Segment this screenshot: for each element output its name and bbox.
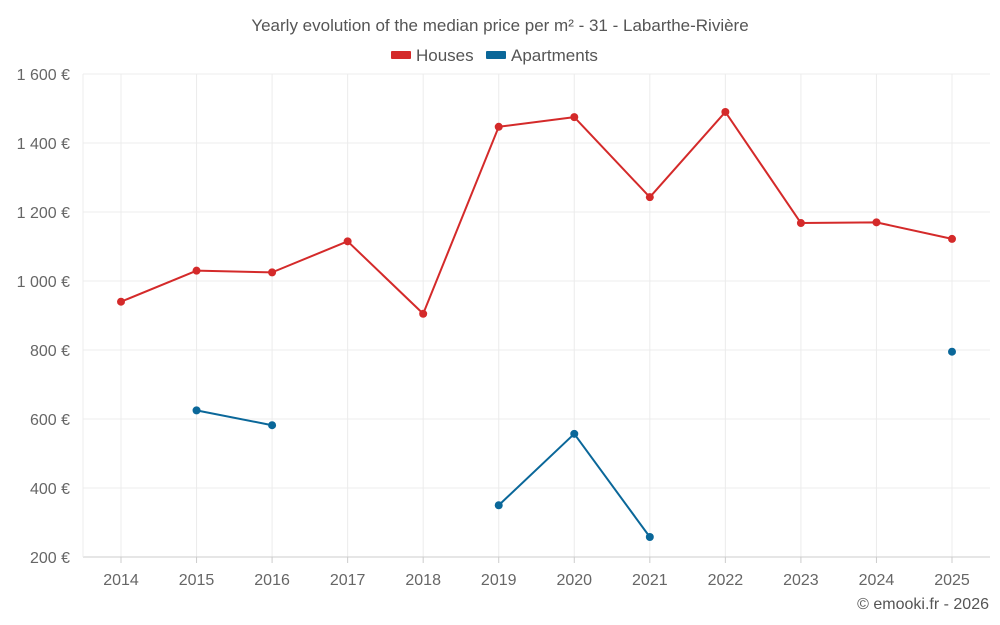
series-line-houses bbox=[120, 110, 953, 315]
data-point-houses[interactable] bbox=[268, 268, 277, 277]
legend-label-apartments: Apartments bbox=[511, 46, 598, 65]
y-tick-label: 200 € bbox=[30, 550, 70, 567]
x-tick-label: 2022 bbox=[708, 572, 744, 589]
x-tick-label: 2019 bbox=[481, 572, 517, 589]
series-houses bbox=[117, 107, 956, 318]
data-point-apartments[interactable] bbox=[494, 501, 503, 510]
x-tick-label: 2018 bbox=[405, 572, 441, 589]
axes: 200 € 400 € 600 € 800 € 1 000 € 1 200 € 1 400 … bbox=[17, 67, 990, 589]
data-point-houses[interactable] bbox=[721, 107, 730, 116]
x-tick-label: 2017 bbox=[330, 572, 366, 589]
legend: Houses Apartments bbox=[391, 46, 598, 65]
data-point-houses[interactable] bbox=[948, 234, 956, 243]
chart-title: Yearly evolution of the median price per… bbox=[251, 16, 748, 35]
data-point-houses[interactable] bbox=[192, 266, 201, 275]
series-apartments bbox=[192, 347, 956, 541]
data-point-apartments[interactable] bbox=[192, 406, 201, 415]
x-tick-label: 2016 bbox=[254, 572, 290, 589]
data-point-apartments[interactable] bbox=[948, 347, 956, 356]
data-point-apartments[interactable] bbox=[645, 532, 654, 541]
x-tick-label: 2023 bbox=[783, 572, 819, 589]
legend-item-apartments[interactable]: Apartments bbox=[486, 46, 598, 65]
y-tick-label: 800 € bbox=[30, 343, 70, 360]
series bbox=[117, 107, 956, 541]
y-tick-label: 1 200 € bbox=[17, 205, 70, 222]
grid bbox=[83, 73, 990, 557]
data-point-apartments[interactable] bbox=[268, 421, 277, 430]
legend-label-houses: Houses bbox=[416, 46, 474, 65]
data-point-houses[interactable] bbox=[570, 113, 579, 122]
data-point-apartments[interactable] bbox=[570, 429, 579, 438]
copyright-text: © emooki.fr - 2026 bbox=[857, 596, 989, 613]
y-tick-label: 600 € bbox=[30, 412, 70, 429]
legend-swatch-apartments bbox=[486, 51, 506, 59]
data-point-houses[interactable] bbox=[419, 309, 428, 318]
y-tick-label: 1 000 € bbox=[17, 274, 70, 291]
data-point-houses[interactable] bbox=[645, 193, 654, 202]
x-tick-label: 2014 bbox=[103, 572, 139, 589]
data-point-houses[interactable] bbox=[343, 237, 352, 246]
data-point-houses[interactable] bbox=[796, 219, 805, 228]
series-line-apartments bbox=[196, 409, 273, 427]
data-point-houses[interactable] bbox=[494, 122, 503, 131]
x-tick-label: 2025 bbox=[934, 572, 970, 589]
data-point-houses[interactable] bbox=[872, 218, 881, 227]
x-tick-label: 2020 bbox=[556, 572, 592, 589]
legend-item-houses[interactable]: Houses bbox=[391, 46, 474, 65]
legend-swatch-houses bbox=[391, 51, 411, 59]
x-tick-label: 2021 bbox=[632, 572, 668, 589]
x-tick-label: 2015 bbox=[179, 572, 215, 589]
data-point-houses[interactable] bbox=[117, 297, 125, 306]
y-tick-label: 1 400 € bbox=[17, 136, 70, 153]
x-tick-label: 2024 bbox=[859, 572, 895, 589]
y-tick-label: 400 € bbox=[30, 481, 70, 498]
y-tick-label: 1 600 € bbox=[17, 67, 70, 84]
